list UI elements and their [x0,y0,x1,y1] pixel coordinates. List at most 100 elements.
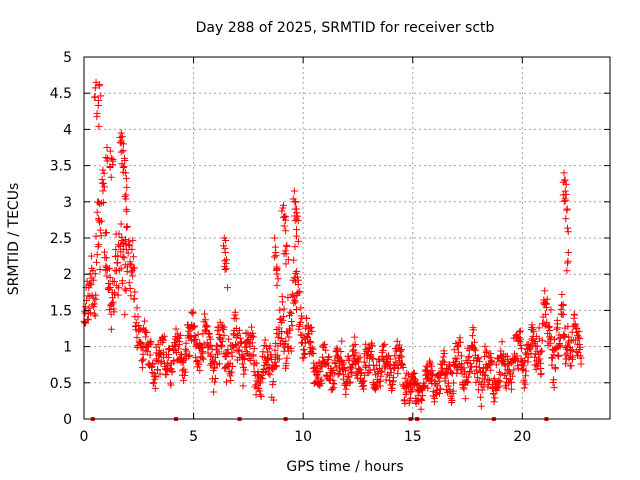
data-point [181,372,189,380]
data-point [349,347,357,355]
data-point [332,363,340,371]
data-point [294,289,302,297]
peak-point [222,265,230,273]
data-point [477,402,485,410]
data-point [215,360,223,368]
data-point [139,355,147,363]
data-point [151,384,159,392]
peak-point [273,265,281,273]
data-point [203,322,211,330]
data-point [353,374,361,382]
data-point [191,322,199,330]
data-point [401,374,409,382]
peak-point [94,97,102,105]
data-point [316,367,324,375]
data-point [269,381,277,389]
data-point [154,366,162,374]
data-point [232,315,240,323]
data-point [293,273,301,281]
data-point [516,335,524,343]
data-point [481,353,489,361]
data-point [150,379,158,387]
data-point [538,337,546,345]
data-point [192,335,200,343]
data-point [232,341,240,349]
data-point [360,377,368,385]
data-point [211,374,219,382]
data-point [367,348,375,356]
data-point [478,386,486,394]
data-point [492,361,500,369]
peak-point [118,133,126,141]
data-point [162,370,170,378]
data-point [218,341,226,349]
data-point [434,382,442,390]
data-point [307,323,315,331]
data-point [518,345,526,353]
data-point [537,370,545,378]
peak-point [103,144,111,151]
data-point [571,336,579,344]
data-point [558,290,566,298]
data-point [280,313,288,321]
data-point [569,346,577,354]
data-point [285,333,293,341]
data-point [507,378,515,386]
data-point [518,358,526,366]
data-point [469,342,477,350]
data-point [364,344,372,352]
data-point [470,345,478,353]
x-tick-label: 20 [513,429,531,445]
data-point [471,370,479,378]
data-point [482,348,490,356]
data-point [100,169,108,177]
data-point [91,270,99,278]
data-point [378,368,386,376]
data-point [232,325,240,333]
data-point [135,326,143,334]
data-point [284,343,292,351]
data-point [249,352,257,360]
data-point [342,390,350,398]
data-point [125,279,133,287]
data-point [487,366,495,374]
data-point [198,354,206,362]
data-point [127,292,135,300]
data-point [366,366,374,374]
data-point [424,384,432,392]
data-point [448,396,456,404]
data-point [114,259,122,267]
data-point [543,295,551,303]
data-point [567,362,575,370]
data-point [577,360,585,368]
data-point [300,354,308,362]
data-point [398,359,406,367]
data-point [481,371,489,379]
data-point [340,363,348,371]
data-point [576,335,584,343]
data-point [238,351,246,359]
data-point [460,385,468,393]
data-point [228,352,236,360]
data-point [303,334,311,342]
data-point [519,366,527,374]
data-point [418,396,426,404]
data-point [331,360,339,368]
data-point [529,325,537,333]
data-point [575,327,583,335]
data-point [129,272,137,280]
data-point [180,356,188,364]
data-point [241,366,249,374]
data-point [348,369,356,377]
data-point [536,355,544,363]
data-point [398,346,406,354]
data-point [395,341,403,349]
data-point [174,333,182,341]
data-point [382,376,390,384]
data-point [154,341,162,349]
data-point [377,372,385,380]
peak-point [103,157,111,165]
peak-point [122,175,130,183]
data-point [185,352,193,360]
data-point [446,385,454,393]
